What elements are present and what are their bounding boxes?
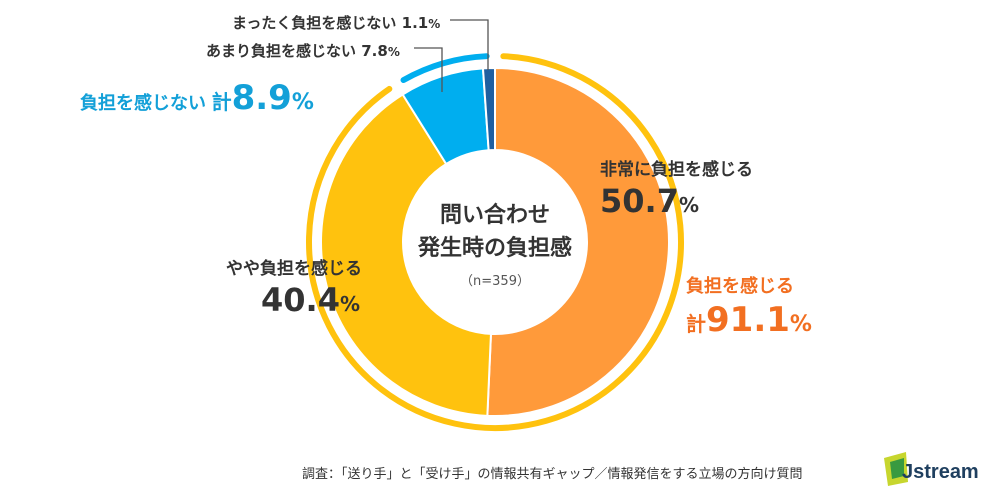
donut-slices xyxy=(320,66,670,417)
center-title-line-1: 問い合わせ xyxy=(440,202,550,228)
leader-line-none xyxy=(450,19,489,70)
group-nofeel-value: 計8.9% xyxy=(211,78,314,118)
leader-line-little xyxy=(414,47,443,92)
group-rings xyxy=(306,53,684,431)
slice-none xyxy=(481,66,496,152)
label-strong-value: 50.7% xyxy=(600,182,699,220)
center-sample-size: （n=359） xyxy=(460,274,530,289)
label-strong-name: 非常に負担を感じる xyxy=(600,160,753,180)
label-some-value: 40.4% xyxy=(261,281,360,319)
group-feel-title: 負担を感じる xyxy=(686,276,794,297)
label-none-value: 1.1% xyxy=(401,14,441,32)
label-little-value: 7.8% xyxy=(361,42,400,60)
slice-strong xyxy=(486,66,670,417)
group-nofeel-title: 負担を感じない xyxy=(80,93,206,114)
slice-some xyxy=(320,93,492,417)
source-note: 調査：「送り手」と「受け手」の情報共有ギャップ／情報発信をする立場の方向け質問 xyxy=(302,467,803,482)
ring-nofeel xyxy=(400,53,490,84)
group-label-nofeel: 負担を感じない 計8.9% xyxy=(80,78,314,118)
label-none: まったく負担を感じない 1.1% xyxy=(232,14,441,32)
ring-feel xyxy=(306,53,684,431)
label-some: やや負担を感じる 40.4% xyxy=(226,254,362,319)
center-title-line-2: 発生時の負担感 xyxy=(417,235,572,261)
jstream-logo: Jstream xyxy=(884,452,979,486)
group-feel-value: 計91.1% xyxy=(686,300,812,340)
label-strong: 非常に負担を感じる 50.7% xyxy=(600,155,753,220)
label-little: あまり負担を感じない 7.8% xyxy=(206,42,400,60)
leader-lines xyxy=(414,19,489,92)
group-label-feel: 負担を感じる 計91.1% xyxy=(686,272,812,340)
logo-text: Jstream xyxy=(902,461,979,483)
label-some-name: やや負担を感じる xyxy=(226,259,362,279)
